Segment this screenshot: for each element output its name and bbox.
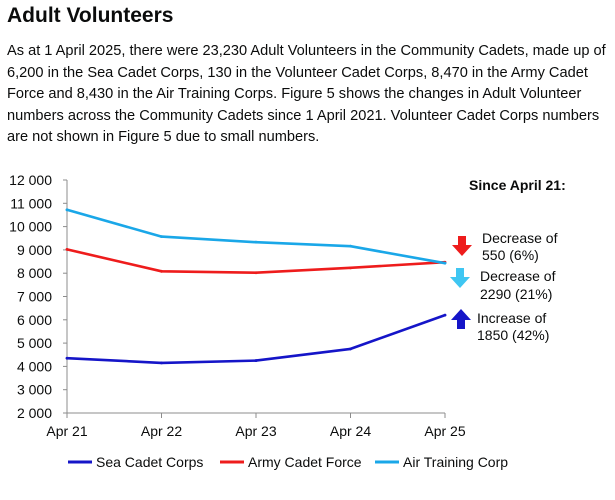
legend-label-air-training-corp: Air Training Corp	[403, 454, 508, 470]
y-tick-label: 11 000	[10, 195, 52, 211]
x-tick-label: Apr 22	[141, 423, 182, 439]
y-tick-label: 7 000	[17, 289, 52, 305]
data-point-army-cadet-force	[254, 271, 258, 275]
y-tick-label: 9 000	[17, 242, 52, 258]
annotation-line1: Decrease of	[480, 268, 556, 284]
data-point-army-cadet-force	[349, 266, 352, 270]
arrow-down-icon	[450, 268, 470, 288]
data-point-army-cadet-force	[65, 248, 69, 251]
data-point-sea-cadet-corps	[65, 356, 69, 360]
x-tick-label: Apr 24	[330, 423, 371, 439]
data-point-air-training-corp	[160, 235, 163, 239]
data-point-army-cadet-force	[160, 269, 163, 273]
annotation-line1: Increase of	[477, 310, 546, 326]
y-tick-label: 10 000	[9, 219, 52, 235]
series-line-air-training-corp	[65, 208, 447, 265]
data-point-sea-cadet-corps	[254, 359, 258, 362]
y-tick-label: 5 000	[17, 335, 52, 351]
data-point-air-training-corp	[65, 208, 69, 212]
intro-paragraph: As at 1 April 2025, there were 23,230 Ad…	[7, 43, 606, 145]
annotation-line1: Decrease of	[482, 230, 558, 246]
annotation-title: Since April 21:	[469, 177, 566, 193]
y-tick-label: 6 000	[17, 312, 52, 328]
legend-label-army-cadet-force: Army Cadet Force	[248, 454, 362, 470]
data-point-air-training-corp	[349, 244, 352, 248]
data-point-air-training-corp	[254, 240, 258, 244]
data-point-air-training-corp	[443, 261, 447, 265]
series-line-sea-cadet-corps	[65, 313, 447, 365]
y-tick-label: 3 000	[17, 382, 52, 398]
page-title: Adult Volunteers	[7, 4, 174, 27]
y-tick-label: 2 000	[17, 405, 52, 421]
y-tick-label: 4 000	[17, 358, 52, 374]
arrow-up-icon	[451, 309, 471, 329]
legend-label-sea-cadet-corps: Sea Cadet Corps	[96, 454, 203, 470]
annotation-line2: 2290 (21%)	[480, 286, 552, 302]
data-point-sea-cadet-corps	[160, 361, 163, 365]
data-point-sea-cadet-corps	[349, 347, 352, 351]
annotation-line2: 1850 (42%)	[477, 327, 549, 343]
x-tick-label: Apr 23	[235, 423, 276, 439]
arrow-down-icon	[452, 236, 472, 256]
data-point-sea-cadet-corps	[443, 313, 447, 317]
x-tick-label: Apr 21	[46, 423, 87, 439]
x-tick-label: Apr 25	[424, 423, 465, 439]
y-tick-label: 12 000	[9, 172, 52, 188]
y-tick-label: 8 000	[17, 265, 52, 281]
annotation-line2: 550 (6%)	[482, 247, 539, 263]
